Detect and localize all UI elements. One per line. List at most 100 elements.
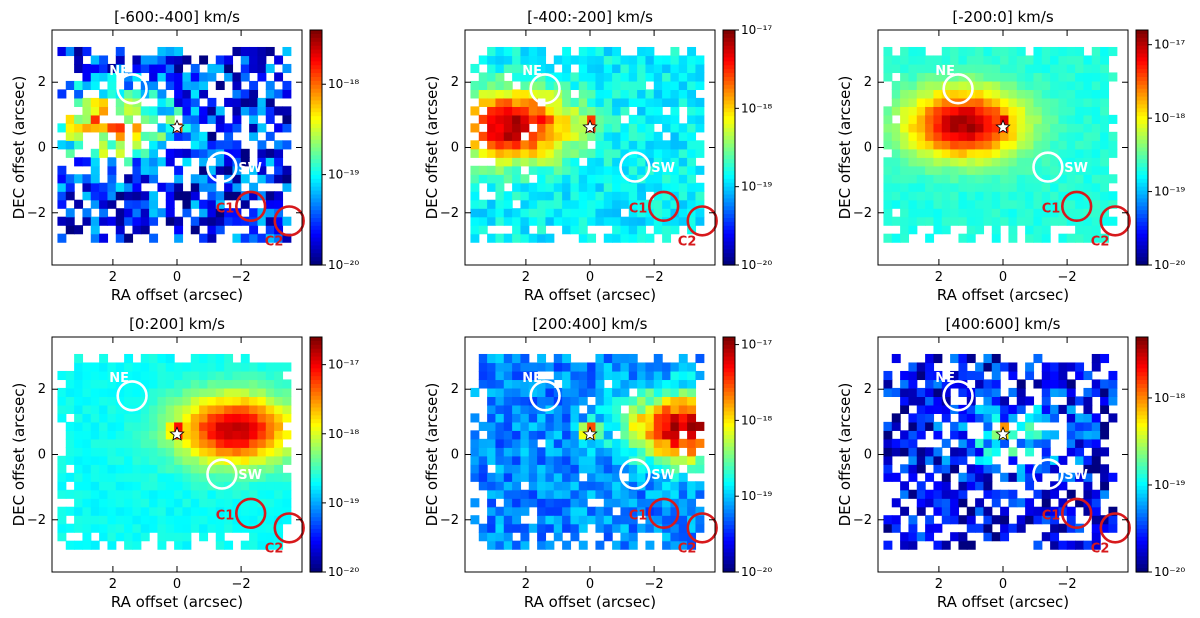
heatmap-pixel <box>553 216 563 226</box>
heatmap-pixel <box>612 438 622 448</box>
heatmap-pixel <box>975 174 985 184</box>
colorbar-segment <box>1136 344 1148 350</box>
heatmap-pixel <box>232 370 242 381</box>
heatmap-pixel <box>975 523 985 533</box>
heatmap-pixel <box>470 174 480 184</box>
colorbar-segment <box>723 221 735 227</box>
heatmap-pixel <box>282 379 292 389</box>
heatmap-pixel <box>537 182 547 192</box>
heatmap-pixel <box>537 387 547 398</box>
heatmap-pixel <box>1066 182 1076 192</box>
heatmap-pixel <box>157 72 167 82</box>
heatmap-pixel <box>199 396 209 406</box>
heatmap-pixel <box>570 157 580 167</box>
colorbar-segment <box>310 344 322 350</box>
heatmap-pixel <box>678 532 688 542</box>
region-label-c1: C1 <box>629 508 648 523</box>
heatmap-pixel <box>124 430 134 440</box>
heatmap-pixel <box>637 472 647 482</box>
heatmap-pixel <box>115 140 125 150</box>
heatmap-pixel <box>950 353 960 364</box>
heatmap-pixel <box>603 199 613 209</box>
heatmap-pixel <box>215 362 225 372</box>
heatmap-pixel <box>553 413 563 423</box>
heatmap-pixel <box>215 498 225 508</box>
heatmap-pixel <box>678 216 688 226</box>
heatmap-pixel <box>1041 199 1051 209</box>
heatmap-pixel <box>1041 464 1051 474</box>
heatmap-pixel <box>620 225 630 235</box>
heatmap-pixel <box>115 362 125 372</box>
heatmap-pixel <box>90 379 100 389</box>
heatmap-pixel <box>670 131 680 141</box>
heatmap-pixel <box>537 72 547 82</box>
heatmap-pixel <box>1008 106 1018 116</box>
heatmap-pixel <box>90 404 100 414</box>
heatmap-pixel <box>900 447 910 457</box>
region-label-ne: NE <box>522 371 542 386</box>
heatmap-pixel <box>1033 182 1043 192</box>
heatmap-pixel <box>1075 72 1085 82</box>
heatmap-pixel <box>232 148 242 158</box>
heatmap-pixel <box>1083 489 1093 499</box>
heatmap-pixel <box>512 106 522 116</box>
heatmap-pixel <box>891 157 901 167</box>
heatmap-pixel <box>900 80 910 91</box>
heatmap-pixel <box>115 523 125 533</box>
heatmap-pixel <box>528 208 538 218</box>
heatmap-pixel <box>274 233 284 243</box>
heatmap-pixel <box>1066 540 1076 550</box>
colorbar-segment <box>1136 30 1148 35</box>
heatmap-pixel <box>678 506 688 516</box>
heatmap-pixel <box>282 489 292 499</box>
x-axis-label: RA offset (arcsec) <box>937 286 1069 304</box>
heatmap-pixel <box>891 216 901 226</box>
heatmap-pixel <box>908 131 918 141</box>
heatmap-pixel <box>487 515 497 525</box>
heatmap-pixel <box>149 481 159 491</box>
heatmap-pixel <box>282 89 292 99</box>
heatmap-pixel <box>149 157 159 167</box>
heatmap-pixel <box>562 430 572 440</box>
heatmap-pixel <box>958 165 968 175</box>
heatmap-pixel <box>182 131 192 141</box>
heatmap-pixel <box>695 72 705 82</box>
heatmap-pixel <box>1016 63 1026 74</box>
heatmap-pixel <box>595 97 605 107</box>
heatmap-pixel <box>1066 165 1076 175</box>
heatmap-pixel <box>578 165 588 175</box>
heatmap-pixel <box>900 233 910 243</box>
heatmap-pixel <box>603 114 613 124</box>
heatmap-pixel <box>958 140 968 150</box>
heatmap-pixel <box>983 140 993 150</box>
heatmap-pixel <box>900 148 910 158</box>
colorbar-segment <box>310 233 322 239</box>
heatmap-pixel <box>595 353 605 364</box>
heatmap-pixel <box>149 396 159 406</box>
heatmap-pixel <box>265 447 275 457</box>
heatmap-pixel <box>670 455 680 465</box>
heatmap-pixel <box>1108 413 1118 423</box>
heatmap-pixel <box>925 191 935 201</box>
heatmap-pixel <box>1041 106 1051 116</box>
heatmap-pixel <box>678 498 688 508</box>
heatmap-pixel <box>124 233 134 243</box>
heatmap-pixel <box>157 353 167 364</box>
heatmap-pixel <box>232 396 242 406</box>
region-circle-ne <box>529 380 561 412</box>
colorbar-segment <box>310 202 322 207</box>
colorbar-segment <box>1136 100 1148 106</box>
heatmap-pixel <box>925 353 935 364</box>
heatmap-pixel <box>1041 225 1051 235</box>
heatmap-pixel <box>82 63 92 74</box>
heatmap-pixel <box>578 498 588 508</box>
heatmap-pixel <box>958 362 968 372</box>
heatmap-pixel <box>207 131 217 141</box>
heatmap-pixel <box>157 481 167 491</box>
heatmap-pixel <box>149 421 159 431</box>
heatmap-pixel <box>1075 89 1085 99</box>
heatmap-pixel <box>1091 131 1101 141</box>
heatmap-pixel <box>90 506 100 516</box>
heatmap-pixel <box>157 123 167 133</box>
heatmap-pixel <box>503 404 513 414</box>
